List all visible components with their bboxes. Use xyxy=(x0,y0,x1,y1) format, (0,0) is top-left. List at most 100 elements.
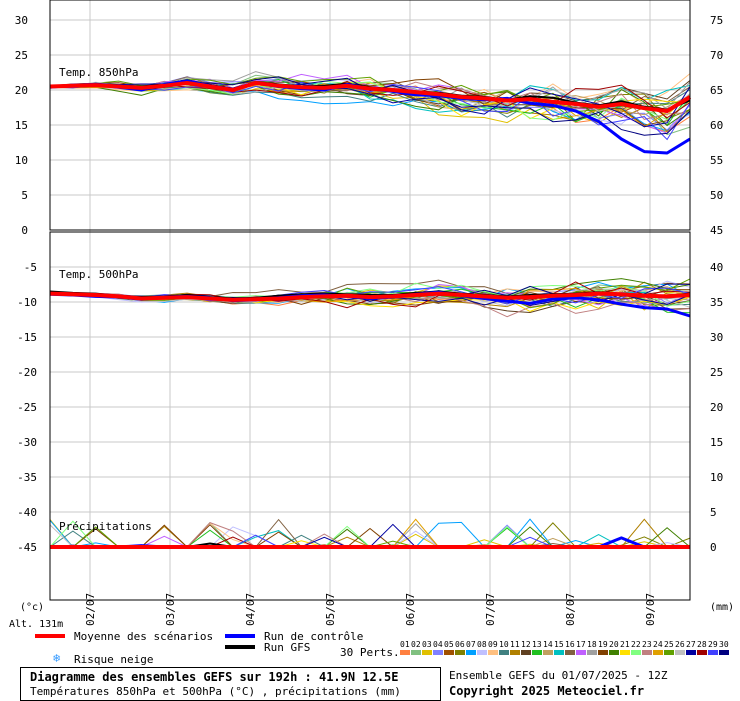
tick-label-right: 60 xyxy=(710,119,723,132)
tick-label-right: 10 xyxy=(710,471,723,484)
tick-label-right: 35 xyxy=(710,296,723,309)
pert-legend-number: 07 xyxy=(466,640,476,649)
pert-legend-swatch xyxy=(609,650,619,655)
pert-legend-swatch xyxy=(466,650,476,655)
main-series-lines xyxy=(49,79,692,549)
perturbation-lines xyxy=(49,71,691,548)
tick-label-left: -15 xyxy=(17,331,37,344)
tick-label-left: 20 xyxy=(15,84,28,97)
run-info: Ensemble GEFS du 01/07/2025 - 12Z xyxy=(449,669,668,682)
tick-label-left: -30 xyxy=(17,436,37,449)
pert-legend-number: 30 xyxy=(719,640,729,649)
chart-title: Diagramme des ensembles GEFS sur 192h : … xyxy=(30,670,399,684)
pert-legend-swatch xyxy=(554,650,564,655)
pert-legend-swatch xyxy=(598,650,608,655)
pert-legend-swatch xyxy=(433,650,443,655)
title-box: Diagramme des ensembles GEFS sur 192h : … xyxy=(20,667,441,701)
pert-legend-swatch xyxy=(532,650,542,655)
pert-legend-swatch xyxy=(719,650,729,655)
pert-legend-swatch xyxy=(642,650,652,655)
tick-label-right: 30 xyxy=(710,331,723,344)
pert-legend-number: 13 xyxy=(532,640,542,649)
tick-label-left: -40 xyxy=(17,506,37,519)
mean-line xyxy=(49,291,691,302)
pert-legend-number: 26 xyxy=(675,640,685,649)
pert-legend-swatch xyxy=(477,650,487,655)
panel-label-500: Temp. 500hPa xyxy=(59,268,138,281)
panel-label-850: Temp. 850hPa xyxy=(59,66,138,79)
legend-mean-label: Moyenne des scénarios xyxy=(74,630,213,643)
x-tick-label: 06/07 xyxy=(404,593,417,626)
pert-legend-swatch xyxy=(411,650,421,655)
perturbation-line xyxy=(49,81,691,128)
pert-legend: 01 02 03 04 05 06 07 08 09 10 11 12 13 14 15 16 17 18 19 20… xyxy=(400,640,729,655)
tick-label-left: 15 xyxy=(15,119,28,132)
tick-label-right: 55 xyxy=(710,154,723,167)
tick-label-right: 0 xyxy=(710,541,717,554)
pert-legend-number: 03 xyxy=(422,640,432,649)
pert-legend-swatch xyxy=(521,650,531,655)
pert-legend-swatch xyxy=(664,650,674,655)
perturbation-line xyxy=(49,288,691,308)
tick-label-left: 0 xyxy=(21,224,28,237)
pert-legend-number: 10 xyxy=(499,640,509,649)
pert-legend-number: 21 xyxy=(620,640,630,649)
pert-legend-swatch xyxy=(422,650,432,655)
pert-legend-number: 15 xyxy=(554,640,564,649)
tick-label-left: -45 xyxy=(17,541,37,554)
pert-legend-number: 16 xyxy=(565,640,575,649)
pert-legend-swatch xyxy=(543,650,553,655)
chart-subtitle: Températures 850hPa et 500hPa (°C) , pré… xyxy=(30,685,401,698)
tick-label-right: 40 xyxy=(710,261,723,274)
tick-label-right: 45 xyxy=(710,224,723,237)
tick-label-right: 50 xyxy=(710,189,723,202)
x-tick-label: 05/07 xyxy=(324,593,337,626)
y-unit-left: (°c) xyxy=(20,602,44,613)
mean-line xyxy=(49,81,692,113)
x-tick-label: 07/07 xyxy=(484,593,497,626)
pert-legend-number: 18 xyxy=(587,640,597,649)
chart-frame xyxy=(49,0,691,601)
snowflake-icon: ❄ xyxy=(53,651,60,665)
copyright: Copyright 2025 Meteociel.fr xyxy=(449,684,644,698)
pert-legend-number: 17 xyxy=(576,640,586,649)
pert-legend-number: 06 xyxy=(455,640,465,649)
legend: Moyenne des scénarios Run de contrôle Ru… xyxy=(35,630,729,666)
altitude-label: Alt. 131m xyxy=(9,619,63,630)
legend-control-label: Run de contrôle xyxy=(264,630,363,643)
pert-legend-number: 22 xyxy=(631,640,641,649)
tick-label-left: -5 xyxy=(24,261,37,274)
tick-label-right: 65 xyxy=(710,84,723,97)
pert-legend-swatch xyxy=(510,650,520,655)
pert-legend-number: 09 xyxy=(488,640,498,649)
tick-label-right: 70 xyxy=(710,49,723,62)
pert-legend-number: 08 xyxy=(477,640,487,649)
x-tick-label: 03/07 xyxy=(164,593,177,626)
pert-legend-swatch xyxy=(686,650,696,655)
panel-label-precip: Précipitations xyxy=(59,520,152,533)
pert-legend-number: 24 xyxy=(653,640,663,649)
pert-legend-number: 02 xyxy=(411,640,421,649)
y-unit-right: (mm) xyxy=(710,602,734,613)
tick-label-left: -25 xyxy=(17,401,37,414)
pert-legend-swatch xyxy=(697,650,707,655)
pert-legend-number: 28 xyxy=(697,640,707,649)
pert-legend-swatch xyxy=(499,650,509,655)
pert-legend-swatch xyxy=(708,650,718,655)
pert-legend-number: 29 xyxy=(708,640,718,649)
pert-legend-swatch xyxy=(631,650,641,655)
pert-legend-number: 23 xyxy=(642,640,652,649)
legend-gfs-label: Run GFS xyxy=(264,641,310,654)
tick-label-right: 20 xyxy=(710,401,723,414)
pert-legend-number: 14 xyxy=(543,640,553,649)
tick-label-left: 10 xyxy=(15,154,28,167)
pert-legend-swatch xyxy=(587,650,597,655)
pert-legend-swatch xyxy=(675,650,685,655)
pert-legend-number: 01 xyxy=(400,640,410,649)
pert-legend-swatch xyxy=(576,650,586,655)
pert-legend-number: 19 xyxy=(598,640,608,649)
pert-legend-swatch xyxy=(444,650,454,655)
pert-legend-swatch xyxy=(488,650,498,655)
